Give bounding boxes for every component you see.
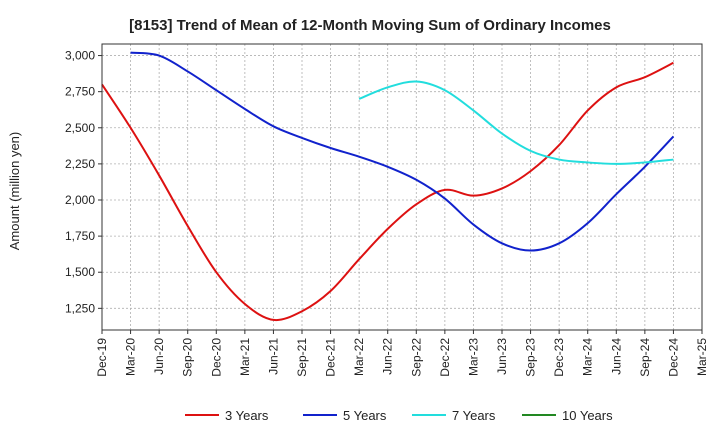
x-tick-label: Dec-23	[552, 338, 566, 377]
y-tick-label: 1,750	[65, 229, 95, 243]
x-tick-label: Sep-22	[409, 338, 423, 377]
y-tick-label: 3,000	[65, 49, 95, 63]
series-line-3-years	[101, 61, 674, 322]
x-tick-label: Mar-21	[238, 338, 252, 376]
x-tick-label: Jun-22	[381, 338, 395, 375]
x-tick-label: Mar-22	[352, 338, 366, 376]
y-tick-label: 2,750	[65, 85, 95, 99]
x-tick-label: Sep-24	[638, 338, 652, 377]
y-tick-labels: 1,250 1,500 1,750 2,000 2,250 2,500 2,750 3,000	[65, 49, 102, 315]
y-axis-label: Amount (million yen)	[7, 132, 22, 251]
x-tick-label: Dec-21	[324, 338, 338, 377]
y-tick-label: 2,500	[65, 121, 95, 135]
x-tick-label: Dec-19	[95, 338, 109, 377]
x-tick-label: Dec-20	[209, 338, 223, 377]
y-tick-label: 2,250	[65, 157, 95, 171]
series-line-5-years	[130, 51, 675, 252]
plot-frame	[101, 43, 703, 331]
legend-label-10-years: 10 Years	[562, 408, 613, 423]
x-tick-label: Jun-24	[609, 338, 623, 375]
x-tick-label: Mar-20	[124, 338, 138, 376]
chart-title: [8153] Trend of Mean of 12-Month Moving …	[129, 17, 611, 34]
x-tick-labels: Dec-19 Mar-20 Jun-20 Sep-20 Dec-20 Mar-21 Jun-…	[95, 330, 709, 377]
x-tick-label: Sep-21	[295, 338, 309, 377]
legend-label-7-years: 7 Years	[452, 408, 496, 423]
y-tick-label: 1,500	[65, 265, 95, 279]
y-tick-label: 2,000	[65, 193, 95, 207]
legend-label-3-years: 3 Years	[225, 408, 269, 423]
x-tick-label: Sep-23	[524, 338, 538, 377]
legend: 3 Years 5 Years 7 Years 10 Years	[185, 408, 613, 423]
x-tick-label: Mar-25	[695, 338, 709, 376]
y-tick-label: 1,250	[65, 301, 95, 315]
series-layer	[101, 51, 675, 322]
x-tick-label: Dec-24	[666, 338, 680, 377]
legend-label-5-years: 5 Years	[343, 408, 387, 423]
grid-layer	[101, 44, 703, 330]
x-tick-label: Mar-23	[466, 338, 480, 376]
x-tick-label: Mar-24	[581, 338, 595, 376]
series-line-7-years	[358, 80, 674, 165]
x-tick-label: Jun-21	[266, 338, 280, 375]
x-tick-label: Jun-23	[495, 338, 509, 375]
x-tick-label: Jun-20	[152, 338, 166, 375]
x-tick-label: Dec-22	[438, 338, 452, 377]
x-tick-label: Sep-20	[181, 338, 195, 377]
